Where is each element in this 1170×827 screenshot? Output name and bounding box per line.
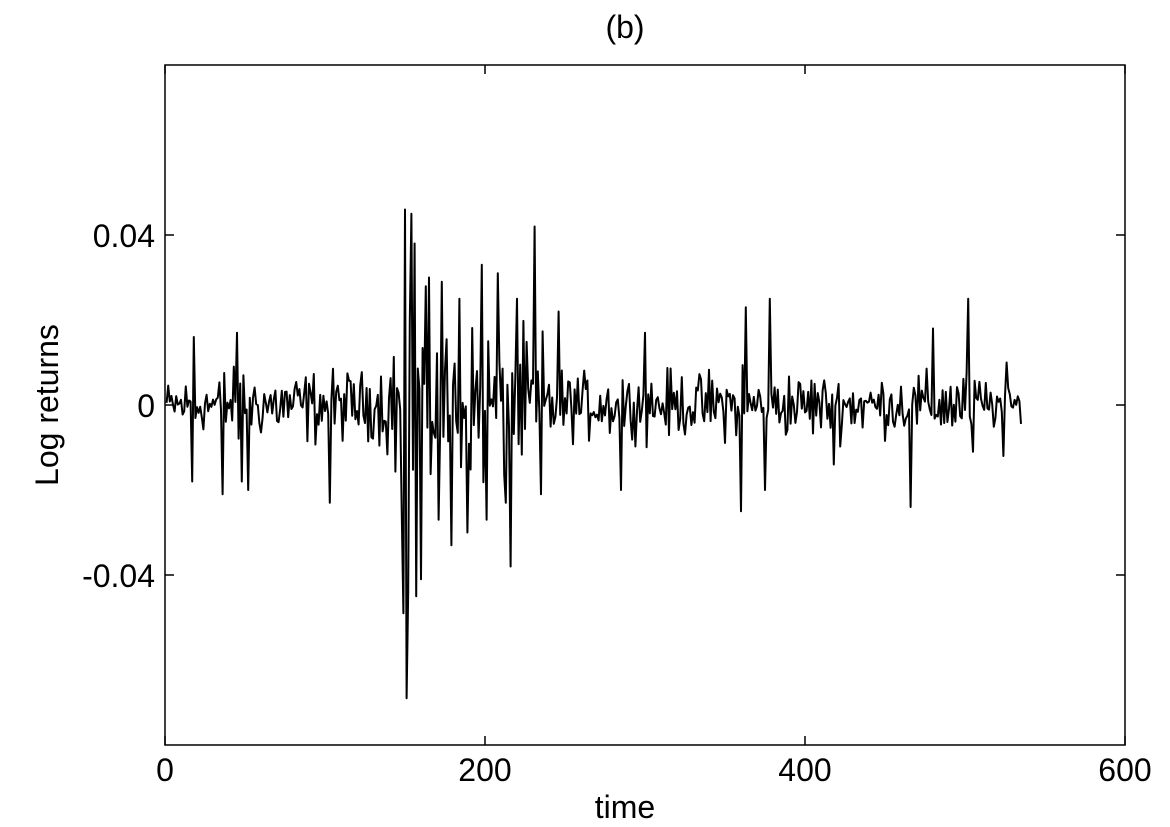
y-tick-label: 0 [137, 388, 155, 424]
x-tick-label: 600 [1098, 752, 1151, 788]
x-tick-label: 400 [778, 752, 831, 788]
tick-labels: 0 200 400 600 -0.04 0 0.04 [82, 218, 1152, 788]
x-tick-label: 0 [156, 752, 174, 788]
x-tick-label: 200 [458, 752, 511, 788]
y-tick-label: 0.04 [93, 218, 155, 254]
chart-title: (b) [605, 9, 644, 45]
y-axis-title: Log returns [29, 324, 65, 486]
y-tick-label: -0.04 [82, 558, 155, 594]
tick-marks [164, 65, 1126, 745]
series-line [165, 208, 1022, 700]
x-axis-title: time [595, 789, 655, 825]
